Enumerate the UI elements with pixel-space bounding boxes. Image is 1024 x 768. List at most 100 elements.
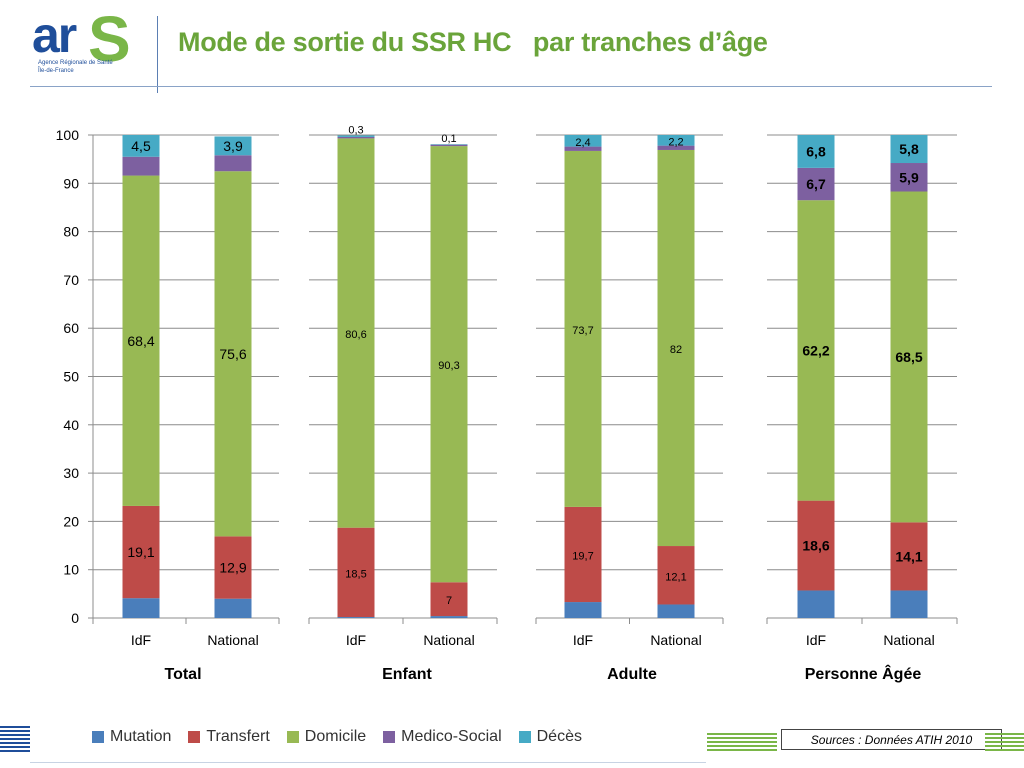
bar-segment-personne-agee-idf-mutation	[797, 590, 835, 618]
legend-label-domicile: Domicile	[304, 728, 367, 745]
bar-segment-total-national-deces	[214, 136, 252, 156]
bar-segment-total-idf-domicile	[122, 175, 160, 506]
data-label-transfert: 12,9	[219, 560, 246, 576]
bar-segment-total-national-domicile	[214, 171, 252, 537]
group-label-personne-agee: Personne Âgée	[804, 666, 922, 683]
bar-segment-personne-agee-idf-domicile	[797, 200, 835, 501]
bar-segment-adulte-national-deces	[657, 135, 695, 146]
group-label-adulte: Adulte	[607, 666, 657, 683]
header-horizontal-divider	[30, 86, 992, 87]
legend-item-transfert: Transfert	[188, 728, 270, 746]
y-tick-label: 70	[63, 272, 79, 288]
bar-segment-total-idf-deces	[122, 135, 160, 157]
data-label-domicile: 68,5	[895, 349, 922, 365]
x-tick-label: National	[650, 632, 701, 648]
data-label-deces: 0,1	[441, 133, 456, 145]
bar-segment-adulte-idf-deces	[564, 135, 602, 147]
data-label-transfert: 12,1	[665, 571, 686, 583]
y-tick-label: 20	[63, 513, 79, 529]
bar-segment-personne-agee-national-transfert	[890, 522, 928, 591]
decorative-stripes-right	[985, 733, 1024, 753]
data-label-deces: 5,8	[899, 141, 919, 157]
bar-segment-adulte-idf-transfert	[564, 506, 602, 603]
bar-segment-adulte-idf-domicile	[564, 150, 602, 507]
group-label-enfant: Enfant	[382, 666, 432, 683]
data-label-medico-social: 6,7	[806, 176, 826, 192]
x-tick-label: National	[423, 632, 474, 648]
bar-segment-enfant-idf-medico-social	[337, 136, 375, 139]
bar-segment-total-national-transfert	[214, 536, 252, 599]
bar-segment-adulte-national-mutation	[657, 604, 695, 618]
y-tick-label: 50	[63, 369, 79, 385]
legend-item-domicile: Domicile	[286, 728, 367, 746]
bar-segment-enfant-idf-deces	[337, 135, 375, 137]
legend-swatch-medico-social	[383, 731, 396, 743]
bar-segment-enfant-national-medico-social	[430, 144, 468, 147]
bar-segment-personne-agee-idf-transfert	[797, 500, 835, 591]
bar-segment-enfant-national-domicile	[430, 146, 468, 583]
x-tick-label: IdF	[131, 632, 151, 648]
bar-segment-personne-agee-national-deces	[890, 135, 928, 164]
y-tick-label: 100	[56, 127, 80, 143]
bar-segment-adulte-national-medico-social	[657, 145, 695, 150]
legend-swatch-deces	[518, 731, 531, 743]
y-tick-label: 10	[63, 562, 79, 578]
bar-segment-total-idf-mutation	[122, 598, 160, 618]
x-tick-label: National	[883, 632, 934, 648]
bar-segment-personne-agee-idf-medico-social	[797, 167, 835, 201]
logo-region-name: Île-de-France	[38, 68, 74, 74]
data-label-domicile: 73,7	[572, 325, 593, 337]
data-label-medico-social: 5,9	[899, 169, 919, 185]
y-tick-label: 0	[71, 610, 79, 626]
legend-label-medico-social: Medico-Social	[401, 728, 502, 745]
data-label-deces: 3,9	[223, 138, 243, 154]
bar-segment-enfant-national-transfert	[430, 582, 468, 617]
source-note: Sources : Données ATIH 2010	[781, 729, 1002, 750]
y-tick-label: 60	[63, 320, 79, 336]
x-tick-label: IdF	[573, 632, 593, 648]
data-label-domicile: 82	[670, 344, 682, 356]
data-label-domicile: 75,6	[219, 346, 246, 362]
y-tick-label: 40	[63, 417, 79, 433]
y-tick-label: 90	[63, 175, 79, 191]
footer-divider	[30, 762, 706, 763]
bar-segment-adulte-idf-mutation	[564, 602, 602, 618]
decorative-stripes-left	[0, 726, 30, 756]
page-title: Mode de sortie du SSR HC par tranches d’…	[178, 27, 768, 57]
bar-segment-enfant-national-mutation	[430, 616, 468, 618]
data-label-transfert: 19,7	[572, 550, 593, 562]
data-label-domicile: 90,3	[438, 360, 459, 372]
group-label-total: Total	[164, 666, 202, 683]
legend-item-mutation: Mutation	[92, 728, 171, 746]
legend-swatch-domicile	[286, 731, 299, 743]
bar-segment-personne-agee-national-domicile	[890, 191, 928, 523]
bar-segment-total-national-medico-social	[214, 155, 252, 172]
header-vertical-divider	[157, 16, 158, 93]
bar-segment-total-idf-transfert	[122, 505, 160, 599]
ars-logo: ar S Agence Régionale de Santé Île-de-Fr…	[30, 3, 140, 82]
data-label-deces: 4,5	[131, 138, 151, 154]
logo-text-s: S	[88, 3, 131, 75]
bar-segment-enfant-idf-transfert	[337, 527, 375, 618]
data-label-deces: 2,2	[668, 136, 683, 148]
data-label-transfert: 14,1	[895, 548, 922, 564]
bar-segment-personne-agee-national-medico-social	[890, 163, 928, 192]
legend-item-deces: Décès	[518, 728, 582, 746]
bar-segment-total-idf-medico-social	[122, 156, 160, 176]
legend-label-transfert: Transfert	[206, 728, 270, 745]
data-label-domicile: 80,6	[345, 329, 366, 341]
bar-segment-adulte-national-domicile	[657, 149, 695, 547]
logo-agency-name: Agence Régionale de Santé	[38, 60, 113, 66]
bar-segment-adulte-idf-medico-social	[564, 146, 602, 151]
bar-segment-enfant-idf-domicile	[337, 138, 375, 528]
decorative-stripes-middle	[707, 733, 777, 753]
chart-legend: Mutation Transfert Domicile Medico-Socia…	[92, 726, 599, 748]
data-label-transfert: 19,1	[127, 544, 154, 560]
data-label-domicile: 68,4	[127, 333, 154, 349]
x-tick-label: IdF	[806, 632, 826, 648]
y-tick-label: 80	[63, 224, 79, 240]
legend-item-medico-social: Medico-Social	[383, 728, 502, 746]
logo-text-ar: ar	[32, 7, 77, 63]
legend-label-deces: Décès	[536, 728, 582, 745]
y-tick-label: 30	[63, 465, 79, 481]
